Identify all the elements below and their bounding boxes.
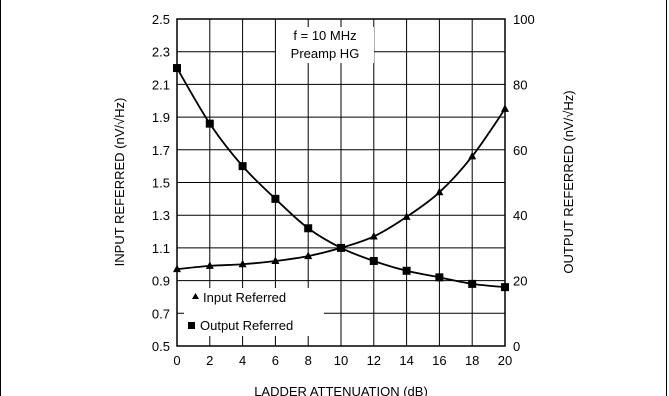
legend-square-marker: [188, 322, 195, 329]
y-right-tick-label: 60: [513, 143, 527, 158]
input-referred-point: [173, 264, 181, 273]
y-right-tick-label: 40: [513, 208, 527, 223]
y-left-tick-label: 0.5: [152, 339, 170, 354]
input-referred-point: [501, 104, 509, 112]
y-right-tick-label: 0: [513, 339, 520, 354]
y-axis-right-label: OUTPUT REFERRED (nV/√Hz): [561, 90, 576, 273]
x-tick-label: 12: [367, 353, 381, 368]
x-tick-label: 2: [206, 353, 213, 368]
output-referred-point: [238, 162, 247, 171]
input-referred-point: [238, 259, 247, 268]
annotation-preamp: Preamp HG: [291, 46, 360, 61]
y-left-tick-label: 2.1: [152, 77, 170, 92]
x-tick-label: 8: [305, 353, 312, 368]
input-referred-point: [468, 151, 477, 160]
x-tick-label: 18: [465, 353, 479, 368]
legend-output-referred: Output Referred: [200, 318, 293, 333]
y-left-tick-label: 1.1: [152, 241, 170, 256]
x-tick-label: 6: [272, 353, 279, 368]
input-referred-point: [304, 251, 313, 260]
output-referred-point: [402, 266, 411, 275]
output-referred-point: [369, 256, 378, 265]
output-referred-point: [501, 283, 509, 292]
annotation-background: [276, 27, 374, 63]
right-axis-ticks: 0 20 40 60 80 100: [513, 12, 535, 354]
annotation-frequency: f = 10 MHz: [293, 28, 356, 43]
plot-border: [176, 18, 506, 347]
y-right-tick-label: 100: [513, 12, 535, 27]
y-left-tick-label: 2.3: [152, 45, 170, 60]
y-right-tick-label: 20: [513, 274, 527, 289]
y-left-tick-label: 1.5: [152, 176, 170, 191]
output-referred-point: [205, 119, 214, 128]
legend-background: [184, 288, 324, 336]
x-tick-label: 10: [334, 353, 348, 368]
y-left-tick-label: 0.7: [152, 306, 170, 321]
y-left-tick-label: 2.5: [152, 12, 170, 27]
x-axis-label: LADDER ATTENUATION (dB): [254, 384, 428, 396]
y-axis-left-label: INPUT REFERRED (nV/√Hz): [112, 98, 127, 267]
input-referred-point: [271, 256, 280, 264]
output-referred-point: [304, 224, 313, 233]
input-referred-point: [369, 231, 378, 240]
x-tick-label: 0: [173, 353, 180, 368]
y-right-tick-label: 80: [513, 77, 527, 92]
output-referred-point: [468, 279, 477, 288]
y-left-tick-label: 1.7: [152, 143, 170, 158]
output-referred-point: [435, 273, 444, 282]
legend-triangle-marker: [192, 293, 199, 299]
left-axis-ticks: 0.5 0.7 0.9 1.1 1.3 1.5 1.7 1.9 2.1 2.3 2.5: [152, 12, 170, 354]
x-tick-label: 16: [432, 353, 446, 368]
x-tick-label: 4: [239, 353, 246, 368]
output-referred-point: [173, 64, 181, 73]
x-tick-label: 14: [399, 353, 413, 368]
y-left-tick-label: 1.9: [152, 110, 170, 125]
y-left-tick-label: 0.9: [152, 274, 170, 289]
input-referred-point: [402, 212, 411, 220]
input-referred-point: [435, 187, 444, 196]
series-layer: [173, 64, 509, 292]
y-left-tick-label: 1.3: [152, 208, 170, 223]
legend-input-referred: Input Referred: [203, 290, 286, 305]
output-referred-point: [337, 243, 345, 252]
x-tick-label: 20: [498, 353, 512, 368]
x-axis-ticks: 0 2 4 6 8 10 12 14 16 18 20: [173, 353, 512, 368]
output-referred-point: [271, 194, 280, 203]
input-referred-point: [205, 261, 214, 269]
